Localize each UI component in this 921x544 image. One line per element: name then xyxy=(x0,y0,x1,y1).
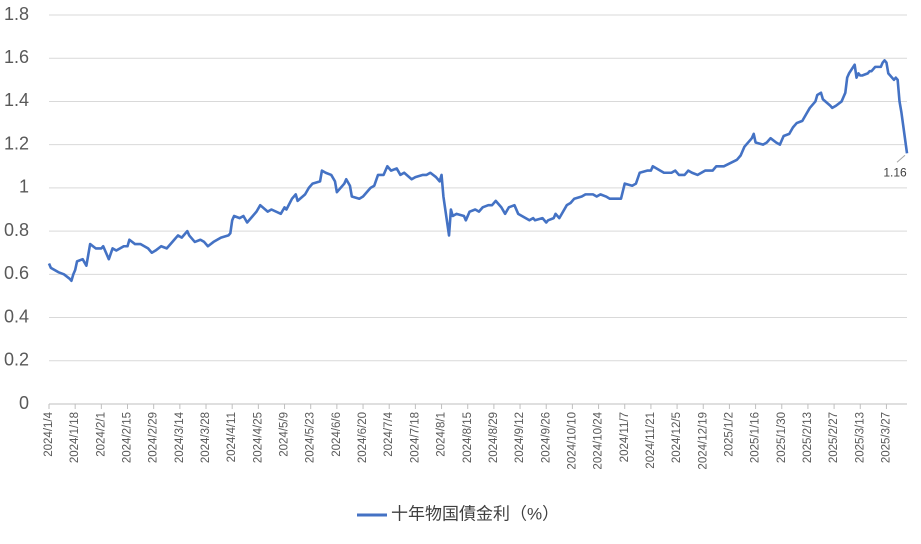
x-tick-label: 2024/5/9 xyxy=(279,412,291,457)
x-tick-label: 2024/1/4 xyxy=(43,411,55,456)
x-tick-label: 2024/4/11 xyxy=(226,412,238,462)
x-tick-label: 2025/1/16 xyxy=(750,412,762,463)
x-tick-label: 2024/9/26 xyxy=(540,412,552,463)
x-tick-label: 2024/9/12 xyxy=(514,412,526,463)
x-tick-label: 2025/3/13 xyxy=(854,412,866,463)
x-tick-label: 2024/12/19 xyxy=(697,412,709,470)
x-tick-label: 2024/2/29 xyxy=(148,412,160,463)
y-tick-label: 0.2 xyxy=(4,350,29,370)
line-series xyxy=(47,59,909,283)
x-tick-label: 2024/3/28 xyxy=(200,412,212,463)
y-tick-label: 1.2 xyxy=(4,133,29,153)
x-tick-label: 2024/8/15 xyxy=(462,412,474,463)
y-tick-label: 0.6 xyxy=(4,263,29,283)
x-tick-label: 2024/3/14 xyxy=(174,411,186,463)
x-tick-label: 2024/11/7 xyxy=(619,412,631,462)
legend-label: 十年物国債金利（%） xyxy=(391,504,559,523)
y-tick-label: 1.4 xyxy=(4,90,29,110)
x-tick-label: 2025/2/27 xyxy=(828,412,840,463)
x-tick-label: 2024/7/4 xyxy=(383,411,395,456)
data-label: 1.16 xyxy=(883,165,907,179)
x-tick-label: 2025/2/13 xyxy=(802,412,814,463)
x-tick-label: 2025/1/30 xyxy=(776,412,788,463)
y-tick-label: 1 xyxy=(19,177,29,197)
x-tick-label: 2024/10/24 xyxy=(593,411,605,469)
x-tick-label: 2024/2/1 xyxy=(95,412,107,457)
x-tick-label: 2024/2/15 xyxy=(122,412,134,463)
y-tick-label: 0.4 xyxy=(4,306,29,326)
x-tick-label: 2024/12/5 xyxy=(671,412,683,463)
x-tick-label: 2024/5/23 xyxy=(305,412,317,463)
x-tick-label: 2024/8/1 xyxy=(436,412,448,457)
x-tick-label: 2025/3/27 xyxy=(880,412,892,463)
x-tick-label: 2025/1/2 xyxy=(723,412,735,457)
y-tick-label: 0 xyxy=(19,393,29,413)
x-tick-label: 2024/8/29 xyxy=(488,412,500,463)
x-tick-label: 2024/10/10 xyxy=(566,412,578,470)
x-tick-label: 2024/6/6 xyxy=(331,412,343,457)
y-tick-label: 0.8 xyxy=(4,220,29,240)
x-tick-label: 2024/6/20 xyxy=(357,412,369,463)
x-tick-label: 2024/1/18 xyxy=(69,412,81,463)
x-tick-label: 2024/11/21 xyxy=(645,412,657,469)
y-tick-label: 1.6 xyxy=(4,47,29,67)
leader-line xyxy=(896,154,906,163)
y-tick-label: 1.8 xyxy=(4,4,29,24)
x-tick-label: 2024/4/25 xyxy=(252,412,264,463)
x-tick-label: 2024/7/18 xyxy=(409,412,421,463)
